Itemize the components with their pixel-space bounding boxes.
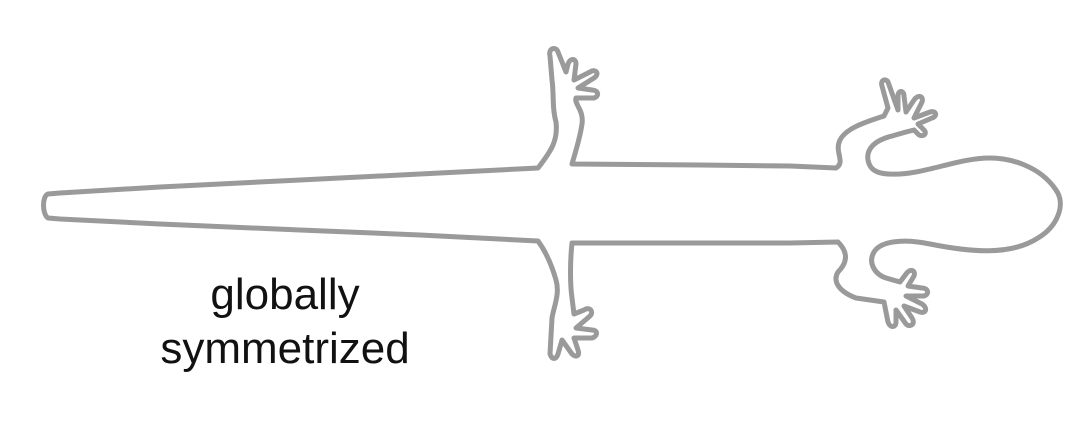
caption-line-1: globally xyxy=(210,270,360,319)
figure-caption: globally symmetrized xyxy=(130,268,440,376)
salamander-body-outline xyxy=(41,46,1063,361)
caption-line-2: symmetrized xyxy=(160,324,410,373)
